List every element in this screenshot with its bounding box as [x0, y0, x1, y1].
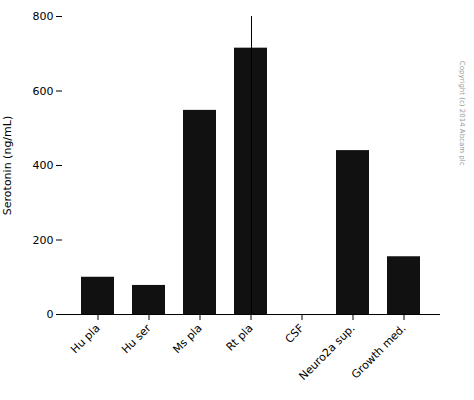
svg-text:600: 600 [33, 85, 54, 98]
svg-text:Copyright (c) 2014 Abcam plc: Copyright (c) 2014 Abcam plc [458, 61, 466, 166]
svg-text:CSF: CSF [283, 322, 307, 346]
svg-text:Hu ser: Hu ser [119, 321, 154, 356]
svg-text:Growth med.: Growth med. [349, 322, 409, 382]
svg-text:800: 800 [33, 10, 54, 23]
svg-text:Ms pla: Ms pla [170, 322, 204, 356]
svg-text:Hu pla: Hu pla [68, 322, 102, 356]
svg-text:400: 400 [33, 159, 54, 172]
svg-text:Neuro2a sup.: Neuro2a sup. [297, 322, 358, 383]
svg-text:200: 200 [33, 234, 54, 247]
svg-text:Rt pla: Rt pla [224, 322, 256, 354]
svg-text:Serotonin (ng/mL): Serotonin (ng/mL) [1, 116, 14, 215]
svg-text:0: 0 [47, 308, 54, 321]
